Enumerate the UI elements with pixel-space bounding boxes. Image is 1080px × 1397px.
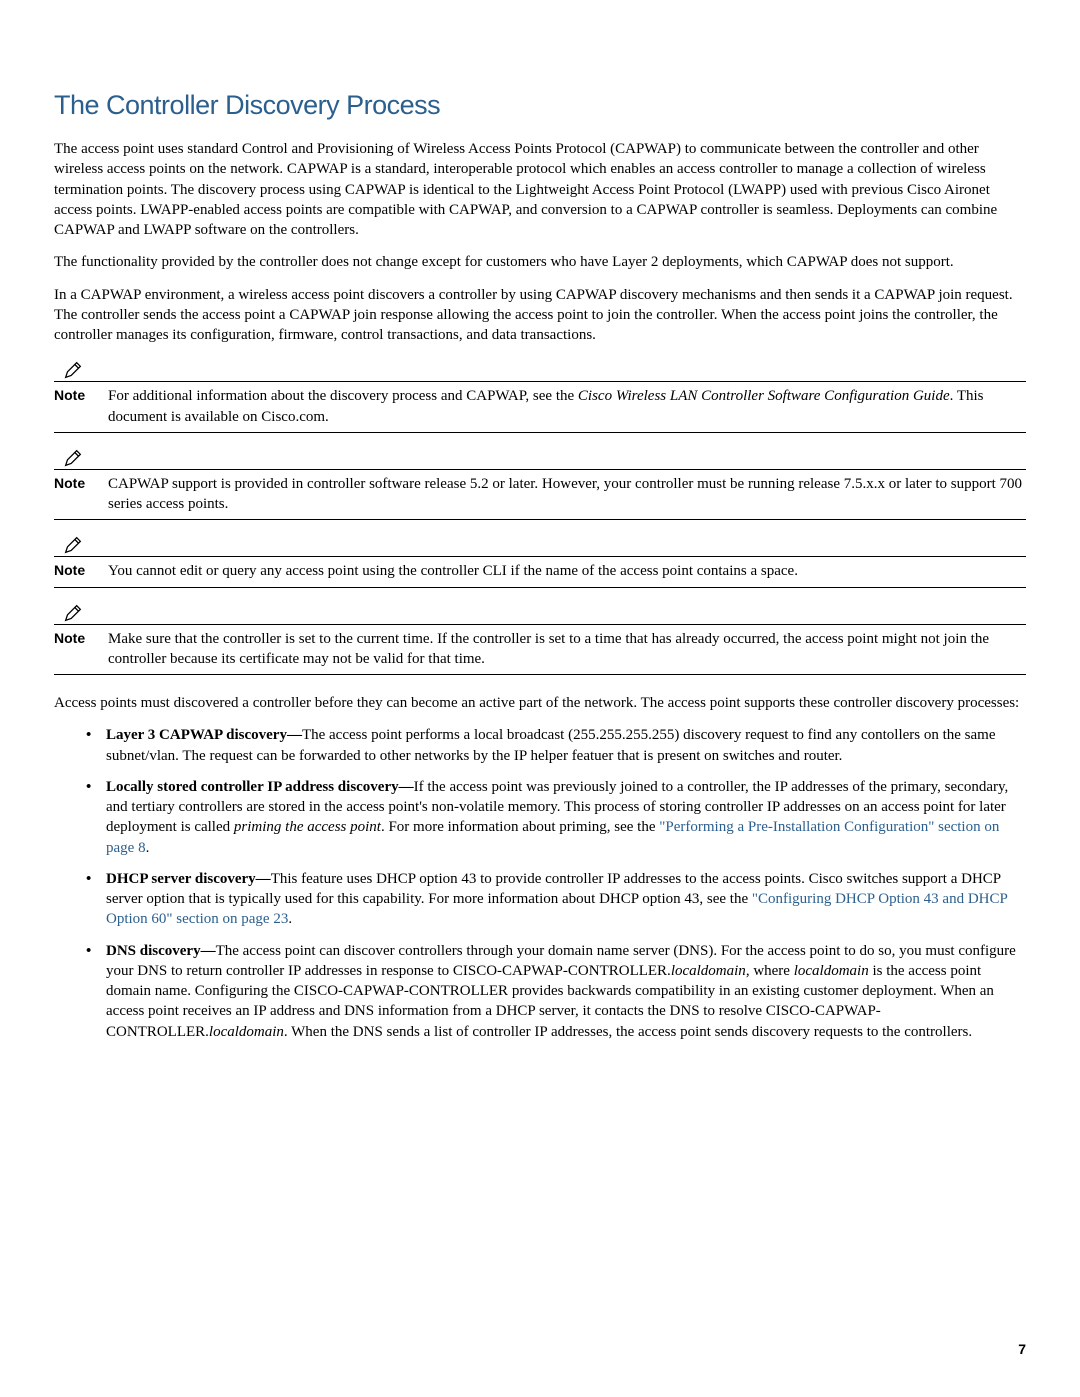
note-label: Note: [54, 474, 108, 491]
list-item: Layer 3 CAPWAP discovery—The access poin…: [86, 725, 1026, 766]
discovery-list: Layer 3 CAPWAP discovery—The access poin…: [86, 725, 1026, 1042]
note-block: Note For additional information about th…: [54, 359, 1026, 433]
list-item-italic: localdomain: [671, 963, 746, 979]
list-item-text: .: [146, 840, 150, 856]
note-text: Make sure that the controller is set to …: [108, 629, 1026, 670]
page-number: 7: [1018, 1341, 1026, 1357]
note-block: Note You cannot edit or query any access…: [54, 534, 1026, 587]
paragraph: The functionality provided by the contro…: [54, 252, 1026, 272]
note-pencil-icon: [54, 602, 1026, 624]
list-item-italic: priming the access point: [234, 819, 381, 835]
list-item-text: , where: [746, 963, 794, 979]
list-item: Locally stored controller IP address dis…: [86, 777, 1026, 858]
section-heading: The Controller Discovery Process: [54, 90, 1026, 121]
note-text-part: For additional information about the dis…: [108, 388, 578, 404]
paragraph: The access point uses standard Control a…: [54, 139, 1026, 240]
list-item-title: DNS discovery—: [106, 943, 216, 959]
list-item: DNS discovery—The access point can disco…: [86, 941, 1026, 1042]
note-pencil-icon: [54, 447, 1026, 469]
note-text: For additional information about the dis…: [108, 386, 1026, 427]
note-label: Note: [54, 386, 108, 403]
list-item-title: Layer 3 CAPWAP discovery—: [106, 727, 302, 743]
note-text: You cannot edit or query any access poin…: [108, 561, 1026, 581]
note-pencil-icon: [54, 359, 1026, 381]
note-text-italic: Cisco Wireless LAN Controller Software C…: [578, 388, 950, 404]
list-item-title: DHCP server discovery—: [106, 871, 271, 887]
list-item-text: . When the DNS sends a list of controlle…: [284, 1024, 972, 1040]
list-item: DHCP server discovery—This feature uses …: [86, 869, 1026, 930]
paragraph: Access points must discovered a controll…: [54, 693, 1026, 713]
note-label: Note: [54, 561, 108, 578]
paragraph: In a CAPWAP environment, a wireless acce…: [54, 285, 1026, 346]
list-item-italic: localdomain: [794, 963, 869, 979]
note-label: Note: [54, 629, 108, 646]
note-block: Note Make sure that the controller is se…: [54, 602, 1026, 676]
list-item-text: .: [288, 911, 292, 927]
note-block: Note CAPWAP support is provided in contr…: [54, 447, 1026, 521]
note-pencil-icon: [54, 534, 1026, 556]
list-item-title: Locally stored controller IP address dis…: [106, 779, 414, 795]
note-text: CAPWAP support is provided in controller…: [108, 474, 1026, 515]
list-item-italic: localdomain: [209, 1024, 284, 1040]
list-item-text: . For more information about priming, se…: [381, 819, 659, 835]
